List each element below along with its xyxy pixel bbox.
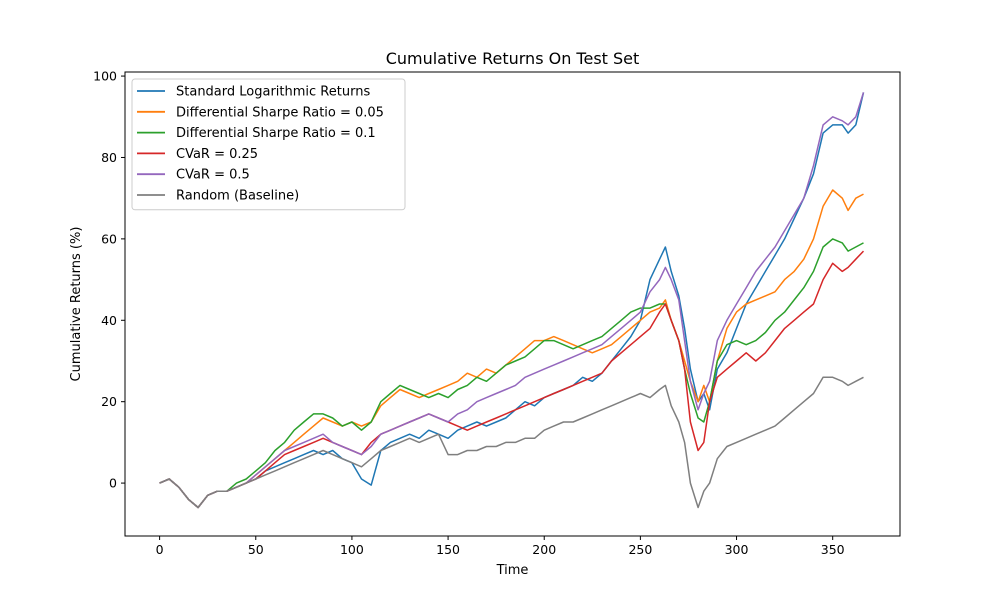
legend-label: Differential Sharpe Ratio = 0.1 [176, 126, 376, 141]
series-line-3 [159, 238, 864, 509]
legend-label: Standard Logarithmic Returns [176, 85, 370, 100]
series-line-5 [159, 92, 865, 509]
legend-label: CVaR = 0.5 [176, 168, 250, 183]
y-tick-label: 60 [101, 231, 117, 246]
y-axis: 0 20 40 60 80 100 [93, 69, 125, 491]
chart-title: Cumulative Returns On Test Set [386, 49, 640, 68]
y-tick-label: 80 [101, 150, 117, 165]
y-tick-label: 20 [101, 394, 117, 409]
legend-box [131, 78, 406, 211]
series-line-4 [159, 250, 865, 509]
x-axis-title: Time [496, 563, 529, 578]
x-tick-label: 0 [156, 542, 164, 557]
series-layer [159, 92, 865, 509]
legend-label: Differential Sharpe Ratio = 0.05 [176, 105, 384, 120]
legend: Standard Logarithmic Returns Differential… [131, 78, 406, 211]
y-tick-label: 0 [109, 476, 117, 491]
x-tick-label: 250 [628, 542, 652, 557]
plot-frame [124, 71, 901, 537]
x-tick-label: 350 [821, 542, 845, 557]
x-tick-label: 100 [340, 542, 364, 557]
x-tick-label: 300 [725, 542, 749, 557]
x-tick-label: 150 [436, 542, 460, 557]
x-axis: 0 50 100 150 200 250 300 350 [156, 536, 845, 557]
x-tick-label: 200 [532, 542, 556, 557]
y-tick-label: 40 [101, 313, 117, 328]
y-axis-title: Cumulative Returns (%) [69, 227, 84, 382]
y-tick-label: 100 [93, 69, 117, 84]
x-tick-label: 50 [248, 542, 264, 557]
series-line-6 [159, 376, 864, 509]
legend-label: Random (Baseline) [176, 189, 299, 204]
legend-label: CVaR = 0.25 [176, 147, 258, 162]
